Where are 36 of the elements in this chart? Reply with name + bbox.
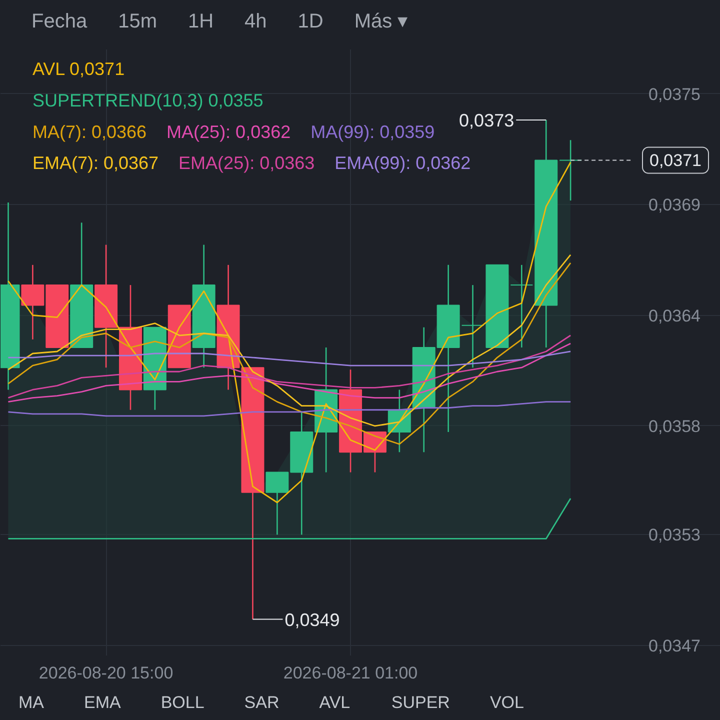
line-series	[8, 334, 572, 398]
text: Más ▾	[354, 10, 408, 32]
y-tick-label: 0,0369	[648, 196, 700, 215]
text: AVL	[319, 693, 350, 712]
text: EMA(99): 0,0362	[334, 153, 471, 174]
ref-line-label: 0,0371	[650, 151, 702, 170]
text: 1H	[188, 10, 214, 32]
x-tick-label: 2026-08-20 15:00	[38, 664, 174, 682]
y-tick-label: 0,0358	[648, 416, 700, 436]
text: MA(25): 0,0362	[166, 122, 291, 142]
text: EMA(25): 0,0363	[178, 153, 315, 174]
x-tick-label: 2026-08-21 01:00	[283, 664, 418, 682]
text: VOL	[490, 693, 524, 712]
text: MA(7): 0,0366	[32, 122, 147, 142]
text: SUPERTREND(10,3) 0,0355	[32, 90, 264, 110]
text: SUPER	[391, 693, 450, 712]
text: MA	[18, 693, 45, 712]
text: Fecha	[32, 10, 88, 32]
text: BOLL	[160, 693, 204, 712]
text: EMA(7): 0,0367	[32, 153, 159, 174]
line-series	[8, 350, 572, 366]
text: SAR	[244, 693, 280, 712]
text: 1D	[298, 10, 324, 32]
text: 4h	[244, 10, 267, 32]
annotation: 0,0349	[284, 610, 340, 630]
text: 15m	[118, 10, 157, 32]
y-tick-label: 0,0364	[648, 306, 700, 326]
text: MA(99): 0,0359	[310, 122, 435, 142]
y-tick-label: 0,0353	[648, 526, 700, 545]
line-series	[8, 342, 572, 403]
annotation: 0,0373	[459, 110, 514, 130]
text: EMA	[84, 693, 122, 712]
candlestick	[510, 264, 534, 348]
y-tick-label: 0,0375	[648, 84, 700, 104]
text: AVL 0,0371	[32, 59, 125, 80]
y-tick-label: 0,0347	[648, 636, 700, 656]
